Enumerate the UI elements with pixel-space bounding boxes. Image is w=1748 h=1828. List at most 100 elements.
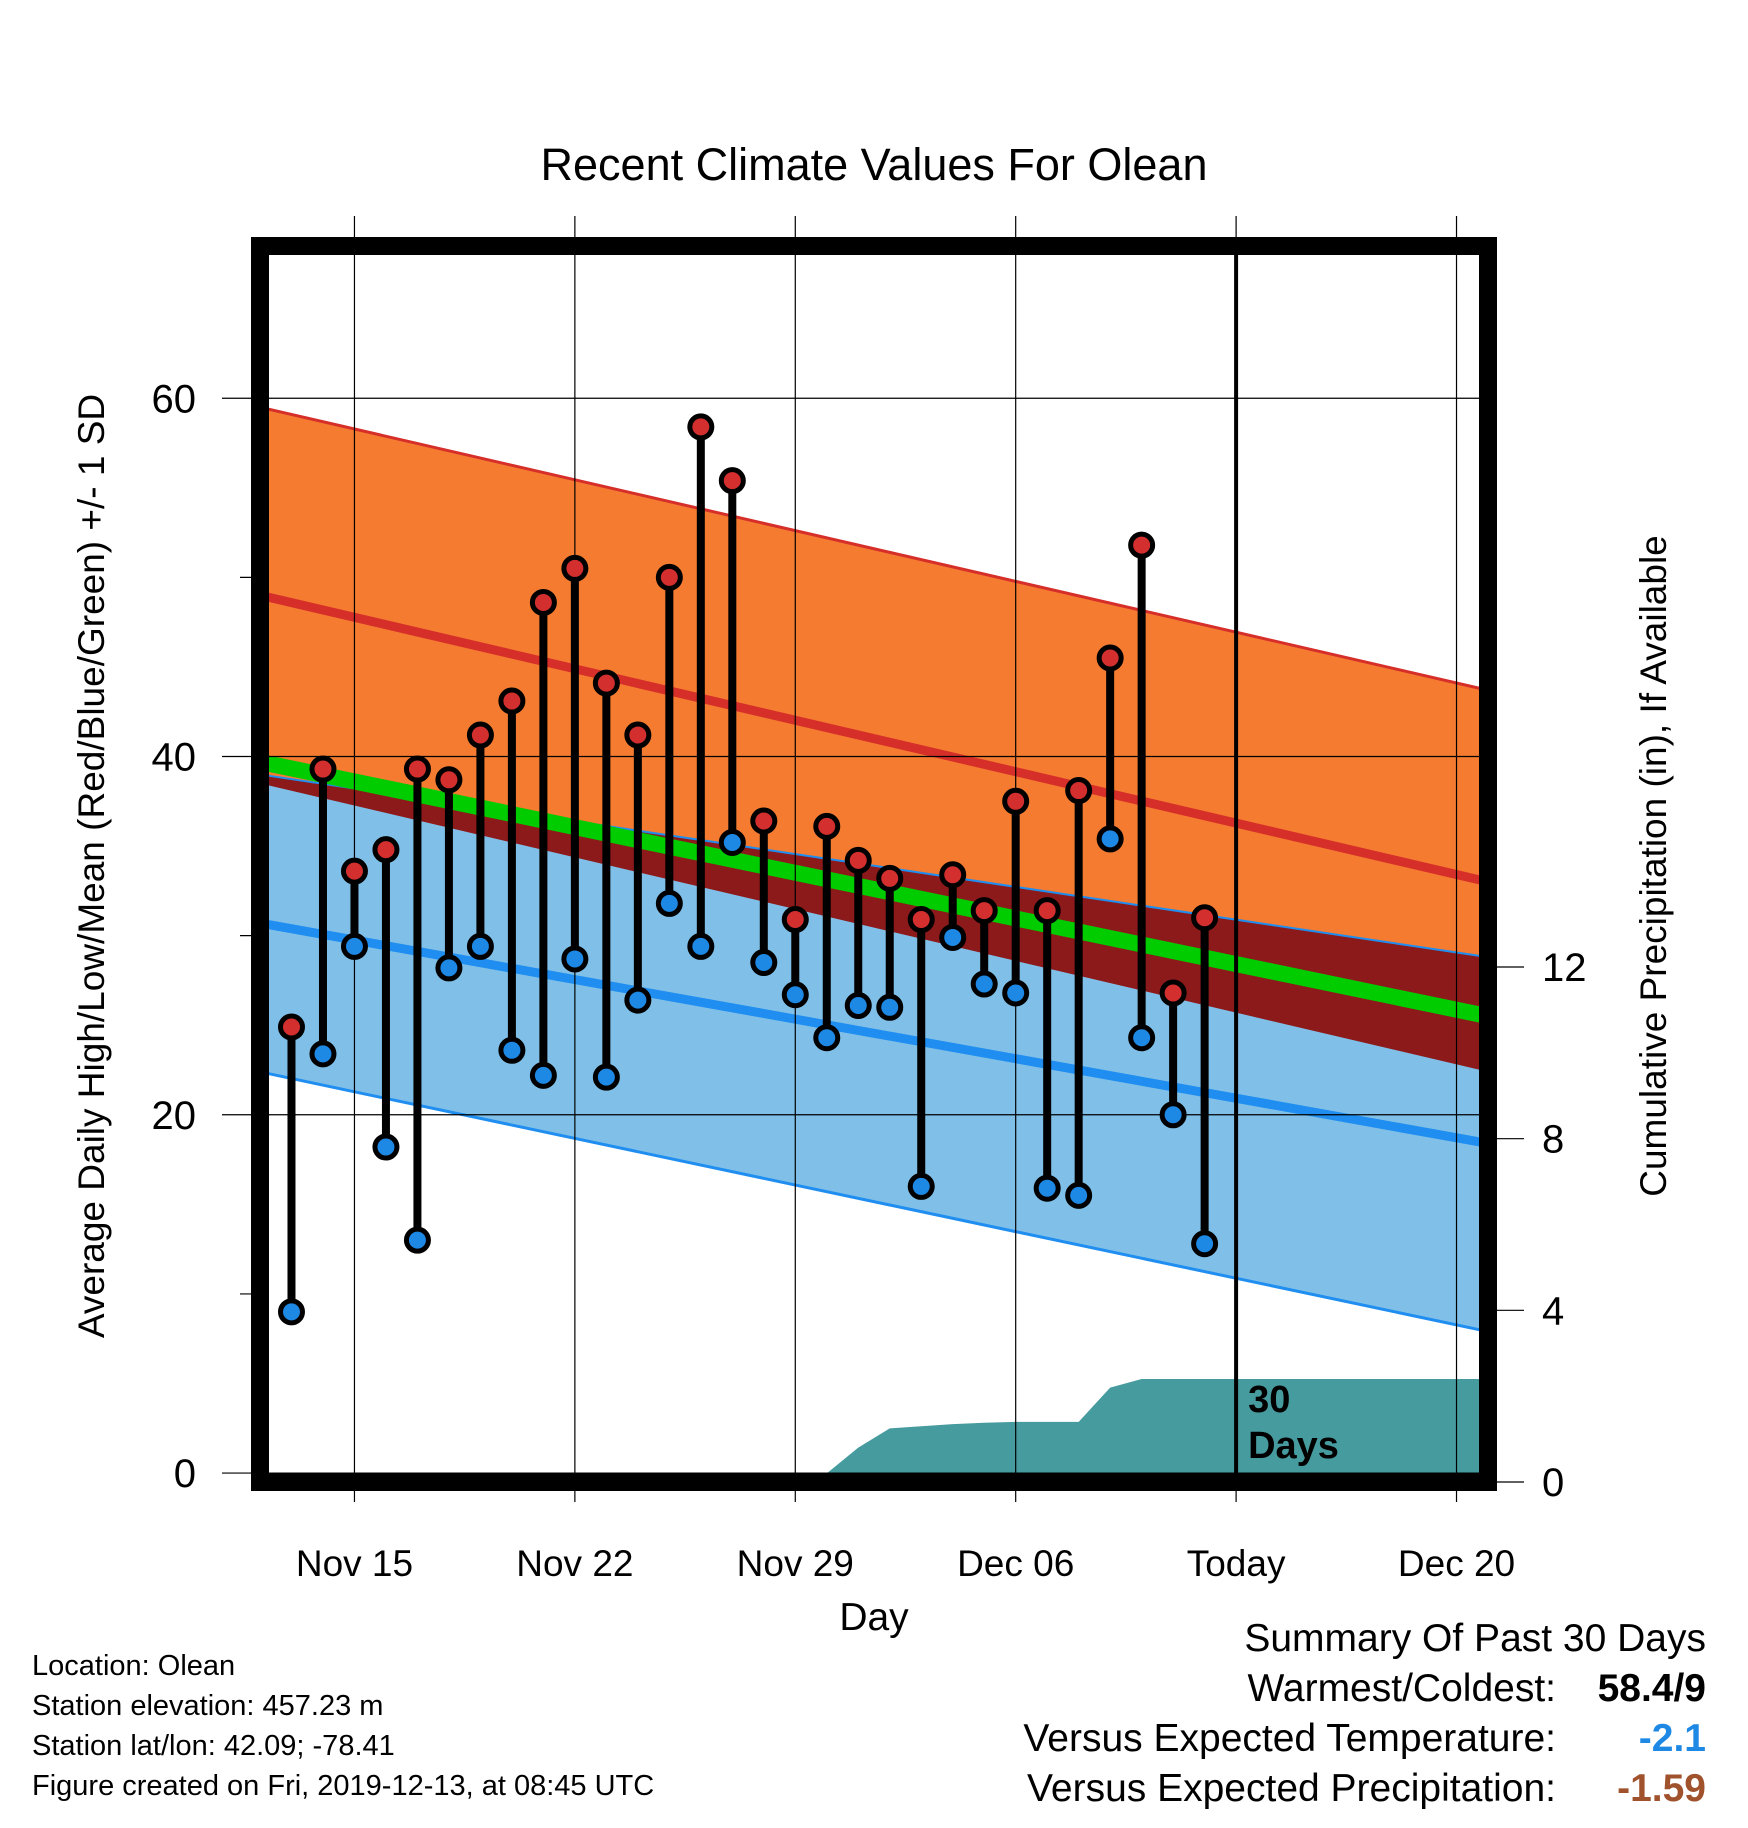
- x-tick-label: Today: [1187, 1543, 1286, 1584]
- observed-high-point: [340, 857, 368, 885]
- station-latlon: Station lat/lon: 42.09; -78.41: [32, 1730, 395, 1762]
- observed-low-point: [277, 1298, 305, 1326]
- observed-high-point: [624, 721, 652, 749]
- observed-low-point: [687, 932, 715, 960]
- observed-low-point: [498, 1036, 526, 1064]
- y-right-tick-label: 8: [1542, 1118, 1564, 1162]
- observed-low-point: [844, 992, 872, 1020]
- station-info: Location: Olean Station elevation: 457.2…: [32, 1646, 654, 1806]
- observed-high-point: [1128, 531, 1156, 559]
- observed-high-point: [1159, 979, 1187, 1007]
- observed-low-point: [435, 954, 463, 982]
- observed-high-point: [876, 864, 904, 892]
- observed-high-point: [813, 812, 841, 840]
- observed-low-point: [403, 1226, 431, 1254]
- x-axis-label: Day: [839, 1596, 909, 1639]
- y-left-tick-label: 20: [152, 1094, 197, 1138]
- observed-low-point: [718, 829, 746, 857]
- observed-low-point: [1065, 1181, 1093, 1209]
- figure-created: Figure created on Fri, 2019-12-13, at 08…: [32, 1770, 655, 1802]
- observed-low-point: [309, 1040, 337, 1068]
- station-location: Location: Olean: [32, 1650, 236, 1682]
- observed-low-point: [466, 932, 494, 960]
- x-tick-label: Nov 29: [737, 1543, 854, 1584]
- y-axis-right-label: Cumulative Precipitation (in), If Availa…: [1633, 535, 1674, 1197]
- observed-high-point: [529, 588, 557, 616]
- precip-value: -1.59: [1617, 1767, 1706, 1810]
- observed-high-point: [498, 687, 526, 715]
- observed-high-point: [1191, 904, 1219, 932]
- observed-low-point: [561, 945, 589, 973]
- y-left-tick-label: 0: [174, 1452, 196, 1496]
- observed-high-point: [1096, 644, 1124, 672]
- plot-frame: [251, 237, 1497, 1491]
- observed-high-point: [435, 766, 463, 794]
- chart-title: Recent Climate Values For Olean: [541, 139, 1208, 190]
- normal-low-line: [259, 918, 1489, 1148]
- normal-mean-line: [258, 754, 1490, 1025]
- observed-low-point: [340, 932, 368, 960]
- observed-high-point: [844, 846, 872, 874]
- observed-low-point: [1191, 1230, 1219, 1258]
- summary-precip: Versus Expected Precipitation: -1.59: [1023, 1764, 1706, 1814]
- y-left-tick-label: 40: [152, 736, 197, 780]
- warm-cold-label: Warmest/Coldest:: [1247, 1667, 1556, 1710]
- today-annotation: Days: [1248, 1425, 1339, 1467]
- observed-low-point: [592, 1063, 620, 1091]
- x-tick-label: Nov 15: [296, 1543, 413, 1584]
- observed-high-point: [750, 807, 778, 835]
- observed-high-point: [466, 721, 494, 749]
- observed-high-point: [592, 669, 620, 697]
- observed-high-point: [655, 563, 683, 591]
- plot-area: [258, 405, 1490, 1482]
- temp-value: -2.1: [1638, 1717, 1706, 1760]
- observed-low-point: [1033, 1174, 1061, 1202]
- observed-high-point: [907, 906, 935, 934]
- y-axis-left-label: Average Daily High/Low/Mean (Red/Blue/Gr…: [71, 394, 112, 1338]
- today-annotation: 30: [1248, 1379, 1290, 1421]
- observed-high-point: [1033, 897, 1061, 925]
- x-tick-label: Nov 22: [516, 1543, 633, 1584]
- precipitation-area: [260, 1379, 1488, 1482]
- summary-warm-cold: Warmest/Coldest: 58.4/9: [1023, 1664, 1706, 1714]
- station-elevation: Station elevation: 457.23 m: [32, 1690, 384, 1722]
- y-right-tick-label: 4: [1542, 1289, 1564, 1333]
- y-right-tick-label: 0: [1542, 1461, 1564, 1505]
- summary-heading: Summary Of Past 30 Days: [1244, 1617, 1706, 1660]
- observed-high-point: [970, 897, 998, 925]
- observed-low-point: [655, 889, 683, 917]
- observed-high-point: [1002, 787, 1030, 815]
- observed-low-point: [1002, 979, 1030, 1007]
- x-tick-label: Dec 20: [1398, 1543, 1515, 1584]
- observed-low-point: [876, 993, 904, 1021]
- observed-low-point: [1159, 1101, 1187, 1129]
- observed-high-point: [718, 467, 746, 495]
- temp-label: Versus Expected Temperature:: [1023, 1717, 1556, 1760]
- observed-low-point: [624, 986, 652, 1014]
- observed-high-point: [1065, 777, 1093, 805]
- observed-low-point: [1096, 825, 1124, 853]
- observed-low-point: [781, 981, 809, 1009]
- observed-low-point: [750, 949, 778, 977]
- normal-high-line: [258, 590, 1490, 887]
- observed-low-point: [529, 1061, 557, 1089]
- observed-high-point: [781, 906, 809, 934]
- observed-low-point: [1128, 1024, 1156, 1052]
- observed-low-point: [907, 1172, 935, 1200]
- warm-cold-value: 58.4/9: [1597, 1667, 1706, 1710]
- observed-low-point: [813, 1024, 841, 1052]
- y-left-tick-label: 60: [152, 377, 197, 421]
- precip-label: Versus Expected Precipitation:: [1027, 1767, 1556, 1810]
- observed-high-point: [372, 836, 400, 864]
- high-plus-sd-line: [259, 405, 1489, 692]
- observed-low-point: [372, 1133, 400, 1161]
- axes: Nov 15 Nov 22 Nov 29 Dec 06 Today Dec 2002040…: [152, 216, 1587, 1584]
- observed-high-point: [309, 755, 337, 783]
- y-right-tick-label: 12: [1542, 946, 1587, 990]
- observed-high-point: [277, 1013, 305, 1041]
- observed-low-point: [939, 923, 967, 951]
- summary-panel: Summary Of Past 30 Days Warmest/Coldest:…: [1023, 1614, 1706, 1814]
- observed-high-point: [939, 861, 967, 889]
- x-tick-label: Dec 06: [957, 1543, 1074, 1584]
